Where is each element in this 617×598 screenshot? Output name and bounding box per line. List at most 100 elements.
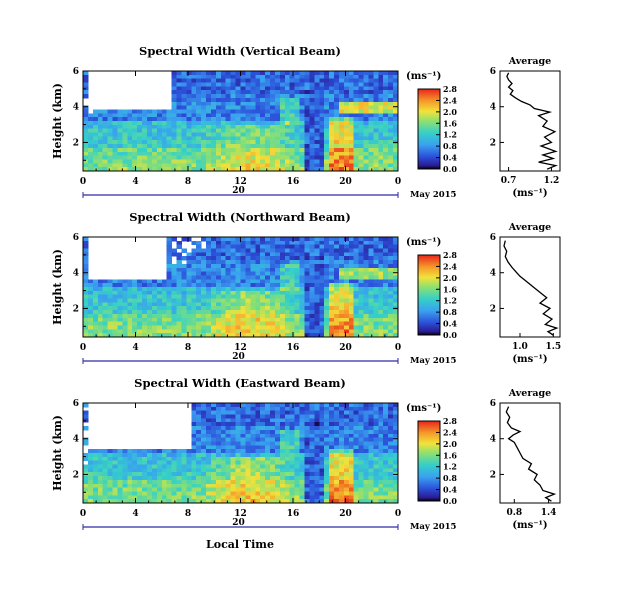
heatmap-cell xyxy=(378,453,384,458)
heatmap-cell xyxy=(309,147,315,153)
heatmap-cell xyxy=(255,147,261,153)
heatmap-cell xyxy=(265,151,271,157)
heatmap-cell xyxy=(393,414,399,419)
heatmap-cell xyxy=(215,113,222,118)
heatmap-cell xyxy=(274,97,281,103)
heatmap-cell xyxy=(363,109,369,114)
heatmap-cell xyxy=(393,155,399,160)
heatmap-cell xyxy=(171,78,177,83)
heatmap-cell xyxy=(353,437,360,442)
heatmap-cell xyxy=(294,78,300,83)
heatmap-cell xyxy=(309,406,315,412)
heatmap-cell xyxy=(151,128,158,133)
heatmap-cell xyxy=(171,144,177,149)
heatmap-cell xyxy=(274,163,281,168)
heatmap-cell xyxy=(358,329,364,334)
heatmap-cell xyxy=(338,491,345,496)
heatmap-cell xyxy=(373,441,379,446)
heatmap-cell xyxy=(235,294,241,299)
heatmap-cell xyxy=(142,117,148,122)
heatmap-cell xyxy=(171,449,177,454)
heatmap-cell xyxy=(358,406,364,412)
heatmap-cell xyxy=(343,287,350,292)
heatmap-cell xyxy=(274,151,281,157)
heatmap-cell xyxy=(240,105,246,110)
heatmap-cell xyxy=(255,422,261,427)
heatmap-cell xyxy=(265,121,271,126)
heatmap-cell xyxy=(235,263,241,269)
heatmap-cell xyxy=(235,86,241,91)
heatmap-cell xyxy=(329,121,335,126)
heatmap-cell xyxy=(161,333,168,338)
heatmap-cell xyxy=(166,147,172,153)
heatmap-cell xyxy=(373,310,379,315)
heatmap-cell xyxy=(97,167,104,172)
heatmap-cell xyxy=(215,317,222,323)
heatmap-cell xyxy=(304,426,310,431)
heatmap-cell xyxy=(191,248,197,253)
heatmap-cell xyxy=(215,403,222,408)
heatmap-cell xyxy=(388,240,394,246)
heatmap-cell xyxy=(289,317,296,323)
heatmap-cell xyxy=(102,491,109,496)
heatmap-cell xyxy=(240,491,246,496)
heatmap-cell xyxy=(388,279,394,284)
heatmap-cell xyxy=(284,97,291,103)
heatmap-cell xyxy=(206,410,212,415)
heatmap-cell xyxy=(255,248,261,253)
heatmap-cell xyxy=(151,456,158,462)
heatmap-cell xyxy=(220,403,227,408)
heatmap-cell xyxy=(142,333,148,338)
heatmap-cell xyxy=(191,453,197,458)
heatmap-cell xyxy=(393,479,399,485)
heatmap-cell xyxy=(353,321,360,326)
heatmap-cell xyxy=(107,325,113,330)
heatmap-cell xyxy=(309,248,315,253)
heatmap-cell xyxy=(284,113,291,118)
heatmap-cell xyxy=(206,144,212,149)
heatmap-cell xyxy=(240,325,246,330)
heatmap-cell xyxy=(348,113,355,118)
heatmap-cell xyxy=(388,325,394,330)
heatmap-cell xyxy=(304,433,310,439)
heatmap-cell xyxy=(250,287,256,292)
heatmap-cell xyxy=(329,140,335,145)
heatmap-cell xyxy=(353,472,360,477)
heatmap-cell xyxy=(102,476,109,481)
heatmap-cell xyxy=(137,313,143,319)
heatmap-cell xyxy=(250,128,256,133)
heatmap-cell xyxy=(181,90,187,95)
heatmap-cell xyxy=(102,468,109,473)
heatmap-cell xyxy=(274,403,281,408)
heatmap-cell xyxy=(235,449,241,454)
heatmap-cell xyxy=(393,290,399,296)
heatmap-cell xyxy=(334,117,340,122)
heatmap-cell xyxy=(186,313,192,319)
heatmap-cell xyxy=(176,263,182,269)
heatmap-cell xyxy=(230,476,236,481)
heatmap-cell xyxy=(348,460,355,465)
heatmap-cell xyxy=(176,136,182,141)
heatmap-cell xyxy=(83,437,89,442)
heatmap-cell xyxy=(368,113,374,118)
heatmap-cell xyxy=(206,302,212,307)
heatmap-cell xyxy=(358,429,364,435)
heatmap-cell xyxy=(348,124,355,130)
heatmap-cell xyxy=(289,437,296,442)
heatmap-cell xyxy=(97,453,104,458)
heatmap-cell xyxy=(299,71,305,76)
heatmap-cell xyxy=(230,82,236,87)
heatmap-cell xyxy=(348,495,355,500)
heatmap-cell xyxy=(132,294,138,299)
heatmap-cell xyxy=(284,403,291,408)
heatmap-cell xyxy=(102,287,109,292)
heatmap-cell xyxy=(176,310,182,315)
heatmap-cell xyxy=(181,487,187,492)
heatmap-cell xyxy=(299,271,305,276)
heatmap-cell xyxy=(289,298,296,303)
heatmap-cell xyxy=(122,472,128,477)
heatmap-cell xyxy=(215,422,222,427)
heatmap-cell xyxy=(304,483,310,489)
heatmap-cell xyxy=(265,140,271,145)
heatmap-cell xyxy=(107,140,113,145)
